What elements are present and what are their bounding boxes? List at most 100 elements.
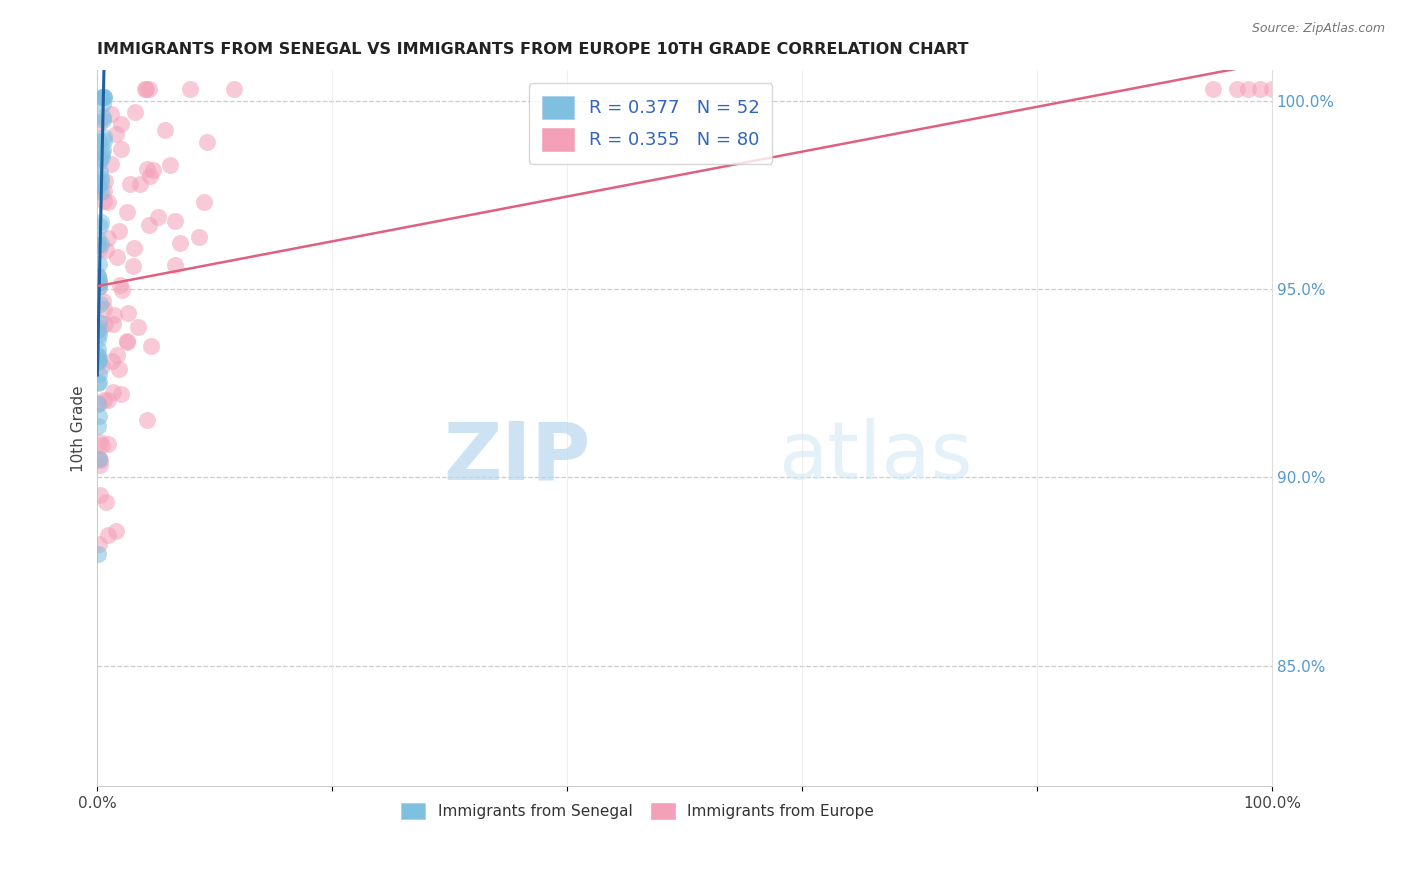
Point <box>135 82 157 96</box>
Point <box>105 348 128 362</box>
Point <box>169 236 191 251</box>
Point <box>97 231 120 245</box>
Point <box>91 90 114 104</box>
Point <box>148 211 170 225</box>
Point <box>94 317 117 331</box>
Point <box>89 219 111 234</box>
Point <box>96 528 118 542</box>
Point <box>87 409 110 424</box>
Point <box>93 174 115 188</box>
Point <box>139 339 162 353</box>
Point <box>87 452 110 467</box>
Point <box>87 327 110 342</box>
Point <box>87 352 110 367</box>
Point <box>91 96 114 111</box>
Point <box>110 387 132 401</box>
Point <box>87 343 110 357</box>
Point <box>93 194 115 209</box>
Point <box>87 315 110 329</box>
Point <box>87 375 110 389</box>
Point <box>90 359 112 374</box>
Point <box>100 107 122 121</box>
Text: atlas: atlas <box>779 418 973 496</box>
Point <box>87 333 110 347</box>
Point <box>193 195 215 210</box>
Text: Source: ZipAtlas.com: Source: ZipAtlas.com <box>1251 22 1385 36</box>
Point <box>163 213 186 227</box>
Point <box>179 82 201 96</box>
Point <box>93 134 115 148</box>
Point <box>1226 82 1249 96</box>
Point <box>87 115 110 129</box>
Point <box>108 224 131 238</box>
Point <box>127 320 149 334</box>
Point <box>134 82 156 96</box>
Point <box>93 392 115 407</box>
Point <box>101 353 124 368</box>
Point <box>93 111 115 125</box>
Point <box>90 145 112 160</box>
Point <box>1237 82 1260 96</box>
Point <box>187 229 209 244</box>
Y-axis label: 10th Grade: 10th Grade <box>72 385 86 472</box>
Point <box>91 90 114 104</box>
Point <box>90 214 112 228</box>
Point <box>159 158 181 172</box>
Text: ZIP: ZIP <box>443 418 591 496</box>
Point <box>105 524 128 538</box>
Point <box>91 438 114 452</box>
Point <box>87 276 110 290</box>
Point <box>117 335 139 350</box>
Point <box>87 238 110 252</box>
Point <box>89 165 111 179</box>
Point <box>124 104 146 119</box>
Point <box>87 268 110 283</box>
Point <box>91 113 114 128</box>
Point <box>93 90 115 104</box>
Point <box>86 547 108 561</box>
Point <box>135 413 157 427</box>
Point <box>93 301 115 316</box>
Point <box>96 494 118 508</box>
Point <box>87 354 110 368</box>
Point <box>117 205 139 219</box>
Point <box>111 284 134 298</box>
Point <box>163 258 186 272</box>
Point <box>90 171 112 186</box>
Point <box>87 279 110 293</box>
Point <box>89 321 111 335</box>
Point <box>87 419 110 434</box>
Point <box>89 151 111 165</box>
Point <box>138 82 160 96</box>
Point <box>110 277 132 292</box>
Point <box>96 194 118 209</box>
Point <box>87 537 110 551</box>
Point <box>91 143 114 157</box>
Point <box>89 257 111 271</box>
Point <box>100 157 122 171</box>
Point <box>120 177 142 191</box>
Point <box>87 396 110 410</box>
Point <box>87 450 110 465</box>
Point <box>87 231 110 245</box>
Legend: Immigrants from Senegal, Immigrants from Europe: Immigrants from Senegal, Immigrants from… <box>395 797 880 825</box>
Point <box>89 458 111 473</box>
Point <box>93 130 115 145</box>
Point <box>89 275 111 289</box>
Point <box>87 243 110 257</box>
Point <box>122 259 145 273</box>
Point <box>115 334 138 348</box>
Point <box>1249 82 1271 96</box>
Point <box>87 323 110 337</box>
Point <box>86 396 108 410</box>
Point <box>87 348 110 362</box>
Point <box>87 350 110 364</box>
Point <box>87 269 110 284</box>
Point <box>101 385 124 400</box>
Point <box>97 437 120 451</box>
Point <box>89 488 111 502</box>
Point <box>89 296 111 310</box>
Point <box>87 178 110 193</box>
Point <box>91 294 114 309</box>
Point <box>1261 82 1284 96</box>
